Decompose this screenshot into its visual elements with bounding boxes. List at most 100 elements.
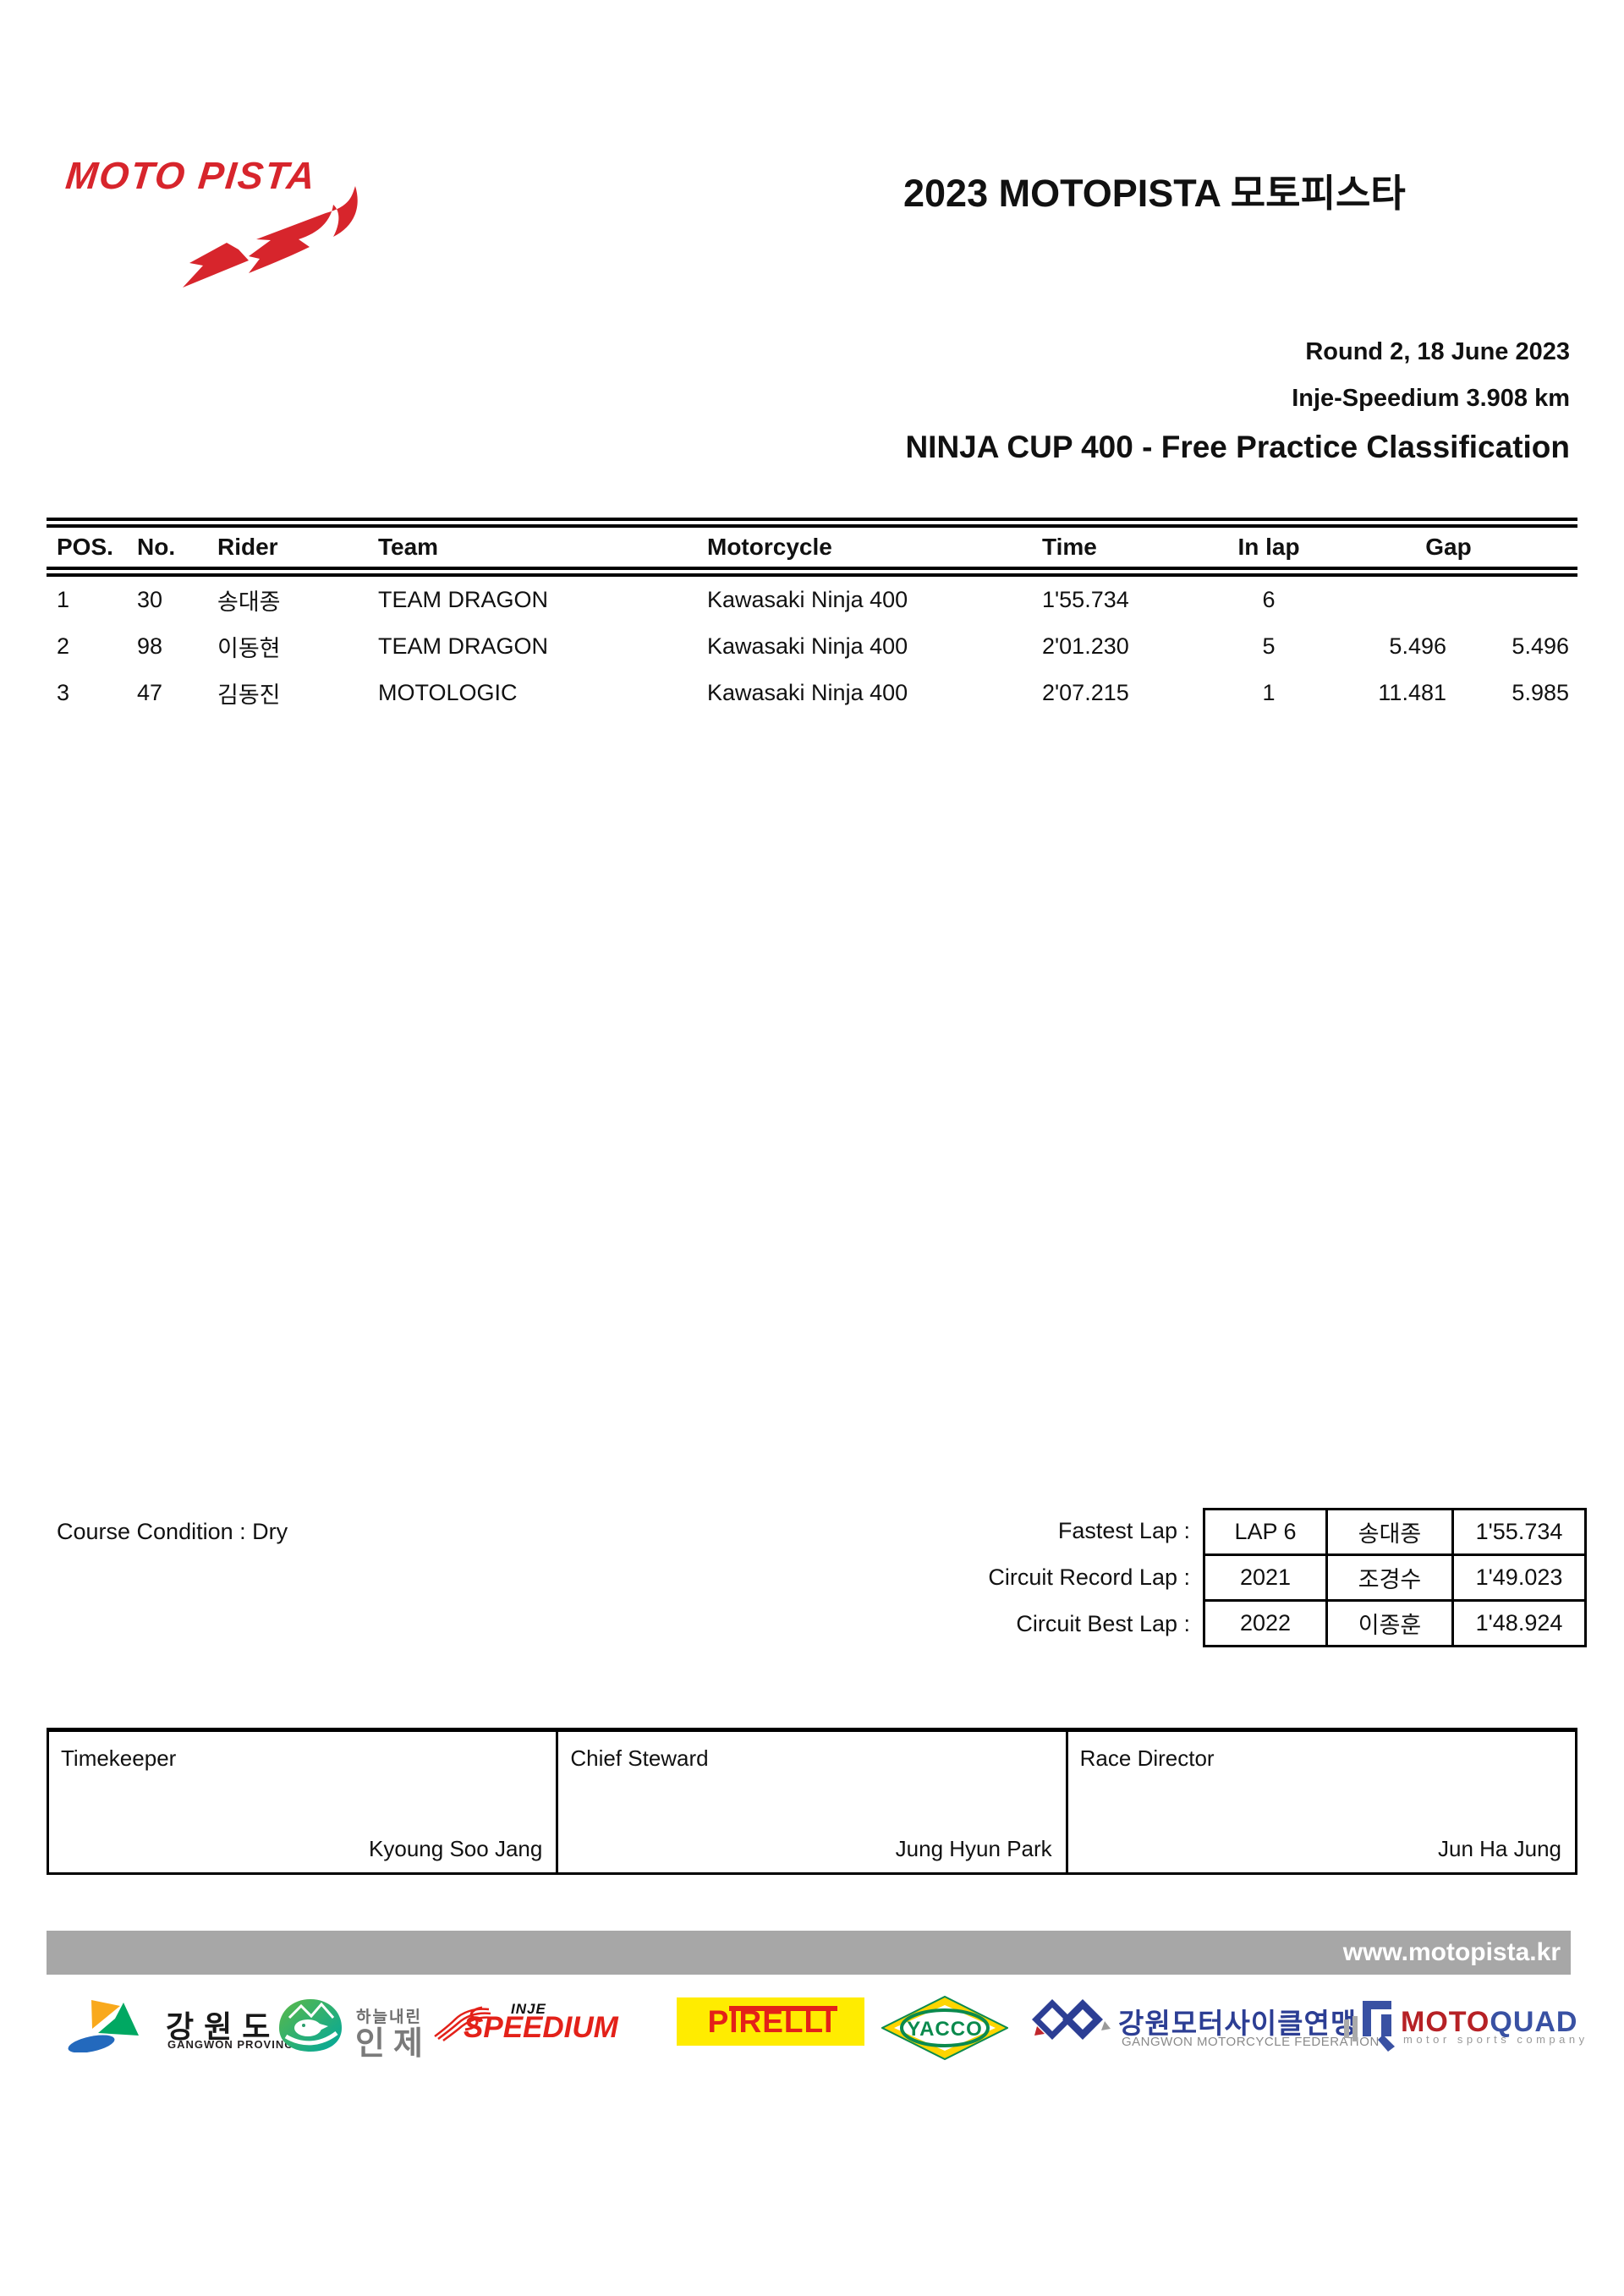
cell-rider: 김동진 [217,682,281,708]
cell-gap-prev: 5.985 [1512,680,1569,705]
results-header: POS. No. Rider Team Motorcycle Time In l… [47,528,1577,567]
cell-pos: 2 [57,633,70,659]
time-cell: 1'55.734 [1451,1508,1587,1556]
top-rule [47,518,1577,528]
motoquad-quad: QUAD [1490,2006,1578,2038]
lap-records-table: LAP 6 송대종 1'55.734 2021 조경수 1'49.023 202… [1203,1508,1587,1647]
col-header-no: No. [137,534,176,560]
cell-inlap: 6 [1262,587,1276,612]
header-rule [47,567,1577,577]
event-meta: Round 2, 18 June 2023 Inje-Speedium 3.90… [905,340,1570,463]
results-table: POS. No. Rider Team Motorcycle Time In l… [47,518,1577,716]
cell-time: 2'07.215 [1042,680,1129,705]
cell-rider: 송대종 [217,589,281,615]
website-bar: www.motopista.kr [47,1931,1571,1975]
inje-county-icon [279,1999,342,2052]
rider-cell: 조경수 [1325,1553,1454,1602]
col-header-pos: POS. [57,534,113,560]
cell-inlap: 5 [1262,633,1276,659]
motoquad-icon [1344,2001,1395,2052]
cell-team: TEAM DRAGON [378,587,549,612]
race-director-cell: Race Director Jun Ha Jung [1068,1732,1575,1872]
circuit-best-lap-label: Circuit Best Lap : [1016,1611,1190,1636]
circuit-record-lap-label: Circuit Record Lap : [988,1564,1190,1590]
official-name: Kyoung Soo Jang [369,1836,543,1861]
round-date: Round 2, 18 June 2023 [1305,338,1570,365]
pirelli-p-bar [729,2006,837,2011]
inje-slogan: 하늘내린 [356,2008,422,2026]
motoquad-subtitle: motor sports company [1403,2033,1588,2046]
gangwon-province-icon [68,2000,139,2052]
lap-record-labels: Fastest Lap : Circuit Record Lap : Circu… [761,1508,1190,1647]
speedium-swoosh-icon [434,2006,492,2041]
motoquad-moto: MOTO [1401,2006,1490,2038]
rider-cell: 이종훈 [1325,1599,1454,1647]
pirelli-logo: PIRELLI [677,1997,864,2046]
inje-name: 인제 [355,2026,431,2062]
cell-pos: 3 [57,680,70,705]
fastest-lap-label: Fastest Lap : [1057,1518,1190,1543]
cell-motorcycle: Kawasaki Ninja 400 [707,587,908,612]
circuit-info: Inje-Speedium 3.908 km [1292,385,1570,412]
cell-gap-prev: 5.496 [1512,633,1569,659]
cell-pos: 1 [57,587,70,612]
motoquad-wordmark: MOTOQUAD [1401,2006,1577,2039]
time-cell: 1'48.924 [1451,1599,1587,1647]
gangwon-federation-icon [1032,1999,1111,2040]
year-cell: 2022 [1203,1599,1328,1647]
fastest-lap-row: LAP 6 송대종 1'55.734 [1203,1508,1587,1556]
circuit-best-row: 2022 이종훈 1'48.924 [1203,1599,1587,1647]
gangwon-province-kr: 강원도 [166,2009,281,2044]
official-name: Jun Ha Jung [1438,1836,1561,1861]
cell-team: TEAM DRAGON [378,633,549,659]
circuit-record-row: 2021 조경수 1'49.023 [1203,1553,1587,1602]
official-role: Timekeeper [61,1745,177,1771]
official-role: Chief Steward [570,1745,709,1771]
official-name: Jung Hyun Park [895,1836,1052,1861]
cell-gap-leader: 11.481 [1378,680,1446,705]
yacco-logo: YACCO [881,1996,1008,2060]
course-condition: Course Condition : Dry [57,1519,288,1544]
col-header-gap: Gap [1425,534,1472,560]
col-header-time: Time [1042,534,1097,560]
cell-motorcycle: Kawasaki Ninja 400 [707,633,908,659]
cell-gap-prev [1455,577,1577,623]
official-role: Race Director [1079,1745,1215,1771]
cell-gap-leader: 5.496 [1389,633,1446,659]
results-body: 1 30 송대종 TEAM DRAGON Kawasaki Ninja 400 … [47,577,1577,716]
cell-motorcycle: Kawasaki Ninja 400 [707,680,908,705]
event-title: 2023 MOTOPISTA 모토피스타 [903,172,1406,215]
cell-inlap: 1 [1262,680,1276,705]
cell-no: 30 [137,587,163,612]
yacco-wordmark: YACCO [907,2018,982,2041]
cell-no: 98 [137,633,163,659]
table-row: 2 98 이동현 TEAM DRAGON Kawasaki Ninja 400 … [47,623,1577,670]
lap-cell: LAP 6 [1203,1508,1328,1556]
officials-box: Timekeeper Kyoung Soo Jang Chief Steward… [47,1728,1577,1875]
table-row: 1 30 송대종 TEAM DRAGON Kawasaki Ninja 400 … [47,577,1577,623]
cell-gap-leader [1320,577,1455,623]
inje-speedium-wordmark: SPEEDIUM [464,2011,618,2044]
cell-time: 1'55.734 [1042,587,1129,612]
gangwon-province-en: GANGWON PROVINCE [167,2038,302,2051]
cell-no: 47 [137,680,163,705]
col-header-inlap: In lap [1237,534,1300,560]
dragon-swoosh-icon [183,186,358,288]
session-title: NINJA CUP 400 - Free Practice Classifica… [905,430,1570,464]
motopista-logo: MOTO PISTA [63,154,358,288]
inje-speedium-top: INJE [511,2001,546,2017]
gangwon-federation-kr: 강원모터사이클연맹 [1118,2008,1358,2039]
rider-cell: 송대종 [1325,1508,1454,1556]
chief-steward-cell: Chief Steward Jung Hyun Park [558,1732,1068,1872]
cell-time: 2'01.230 [1042,633,1129,659]
year-cell: 2021 [1203,1553,1328,1602]
col-header-team: Team [378,534,439,560]
cell-team: MOTOLOGIC [378,680,518,705]
col-header-rider: Rider [217,534,278,560]
timekeeper-cell: Timekeeper Kyoung Soo Jang [49,1732,559,1872]
cell-rider: 이동현 [217,636,281,661]
col-header-motorcycle: Motorcycle [707,534,832,560]
table-row: 3 47 김동진 MOTOLOGIC Kawasaki Ninja 400 2'… [47,670,1577,716]
time-cell: 1'49.023 [1451,1553,1587,1602]
